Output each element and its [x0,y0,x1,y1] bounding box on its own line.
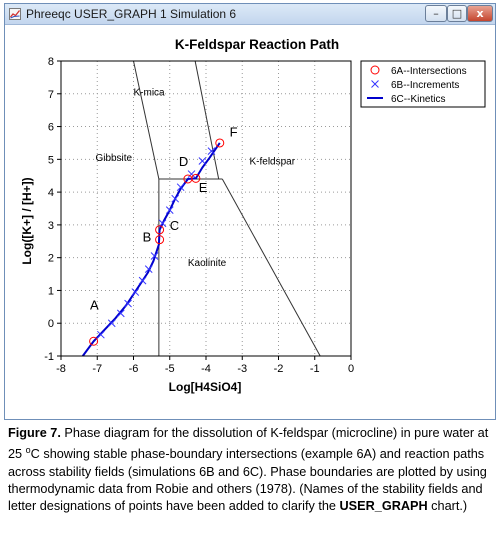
axis-ticks: -8 -7 -6 -5 -4 -3 -2 -1 0 -1 0 1 2 3 4 5 6 7 8 [44,56,354,375]
x-axis-label: Log[H4SiO4] [169,380,242,394]
intersection-marker [191,173,201,183]
x-tick-label: -3 [237,363,247,375]
x-tick-label: -4 [201,363,211,375]
phase-boundary-line [221,178,321,357]
x-tick-label: -8 [56,363,66,375]
y-axis-label: Log([K+] / [H+]) [20,177,34,264]
annotation-labels: K-mica Gibbsite K-feldspar Kaolinite A B C DE F [90,87,296,312]
increment-marker [165,206,174,214]
increment-marker [207,147,216,155]
phase-boundary-line [194,60,220,180]
increment-marker [187,170,196,178]
minimize-button[interactable]: – [425,5,447,22]
phase-boundaries [133,60,321,357]
stability-field-label: K-feldspar [250,156,296,167]
stability-field-label: K-mica [134,87,166,98]
increment-marker [97,330,105,339]
increment-marker [176,183,185,192]
legend-entry: 6C--Kinetics [391,94,445,105]
window-title: Phreeqc USER_GRAPH 1 Simulation 6 [26,7,237,21]
y-tick-label: 0 [48,318,54,330]
x-tick-label: 0 [348,363,354,375]
point-label: D [179,154,188,169]
y-tick-label: 1 [48,285,54,297]
increment-marker [124,299,132,308]
app-icon [9,8,21,20]
legend: 6A--Intersections 6B--Increments 6C--Kinet… [360,60,486,108]
caption-text-2: C showing stable phase-boundary intersec… [8,447,487,514]
chart-area: K-Feldspar Reaction Path Log[H4SiO4] Log… [20,37,486,394]
y-tick-label: 4 [48,187,54,199]
title-bar[interactable]: Phreeqc USER_GRAPH 1 Simulation 6 – □ x [5,4,495,25]
y-tick-label: 7 [48,89,54,101]
figure-caption: Figure 7. Phase diagram for the dissolut… [8,425,494,515]
y-tick-label: 3 [48,220,54,232]
intersection-marker [215,138,225,148]
legend-box [360,60,486,108]
point-label: B [143,229,152,244]
x-tick-label: -7 [92,363,102,375]
caption-label: Figure 7. [8,426,61,440]
kinetics-line [81,142,221,357]
caption-text-3: chart.) [427,499,468,514]
legend-x-icon [371,80,379,88]
intersection-marker [89,336,99,346]
increment-marker [150,252,159,260]
phase-boundary-line [133,60,160,180]
y-tick-label: 8 [48,56,54,68]
point-label: E [199,180,208,195]
chart-title: K-Feldspar Reaction Path [175,37,339,52]
increment-marker [138,276,147,285]
increment-marker [171,194,180,203]
legend-entry: 6B--Increments [391,80,459,91]
increment-marker [116,309,125,318]
y-tick-label: 5 [48,154,54,166]
legend-circle-icon [370,65,380,75]
x-tick-label: -6 [129,363,139,375]
x-tick-label: -5 [165,363,175,375]
increment-marker [198,157,207,165]
stability-field-label: Kaolinite [188,258,227,269]
close-button[interactable]: x [467,5,493,22]
y-tick-label: 2 [48,253,54,265]
point-label: A [90,297,99,312]
intersection-marker [155,225,165,235]
y-tick-label: 6 [48,122,54,134]
intersection-marker [155,235,165,245]
gridlines [61,61,351,356]
increment-marker [144,265,153,273]
increment-marker [107,319,116,328]
data-series [81,138,225,357]
legend-entry: 6A--Intersections [391,66,467,77]
x-tick-label: -2 [274,363,284,375]
x-tick-label: -1 [310,363,320,375]
caption-degree: o [25,445,31,456]
maximize-button[interactable]: □ [447,5,467,22]
y-tick-label: -1 [44,351,54,363]
caption-bold-term: USER_GRAPH [339,499,428,514]
graph-window: Phreeqc USER_GRAPH 1 Simulation 6 – □ x … [4,3,496,420]
caption-text-1: Phase diagram for the dissolution of K-f… [8,426,489,462]
point-label: F [230,124,238,139]
stability-field-label: Gibbsite [95,153,132,164]
point-label: C [170,218,179,233]
increment-marker [131,288,140,296]
